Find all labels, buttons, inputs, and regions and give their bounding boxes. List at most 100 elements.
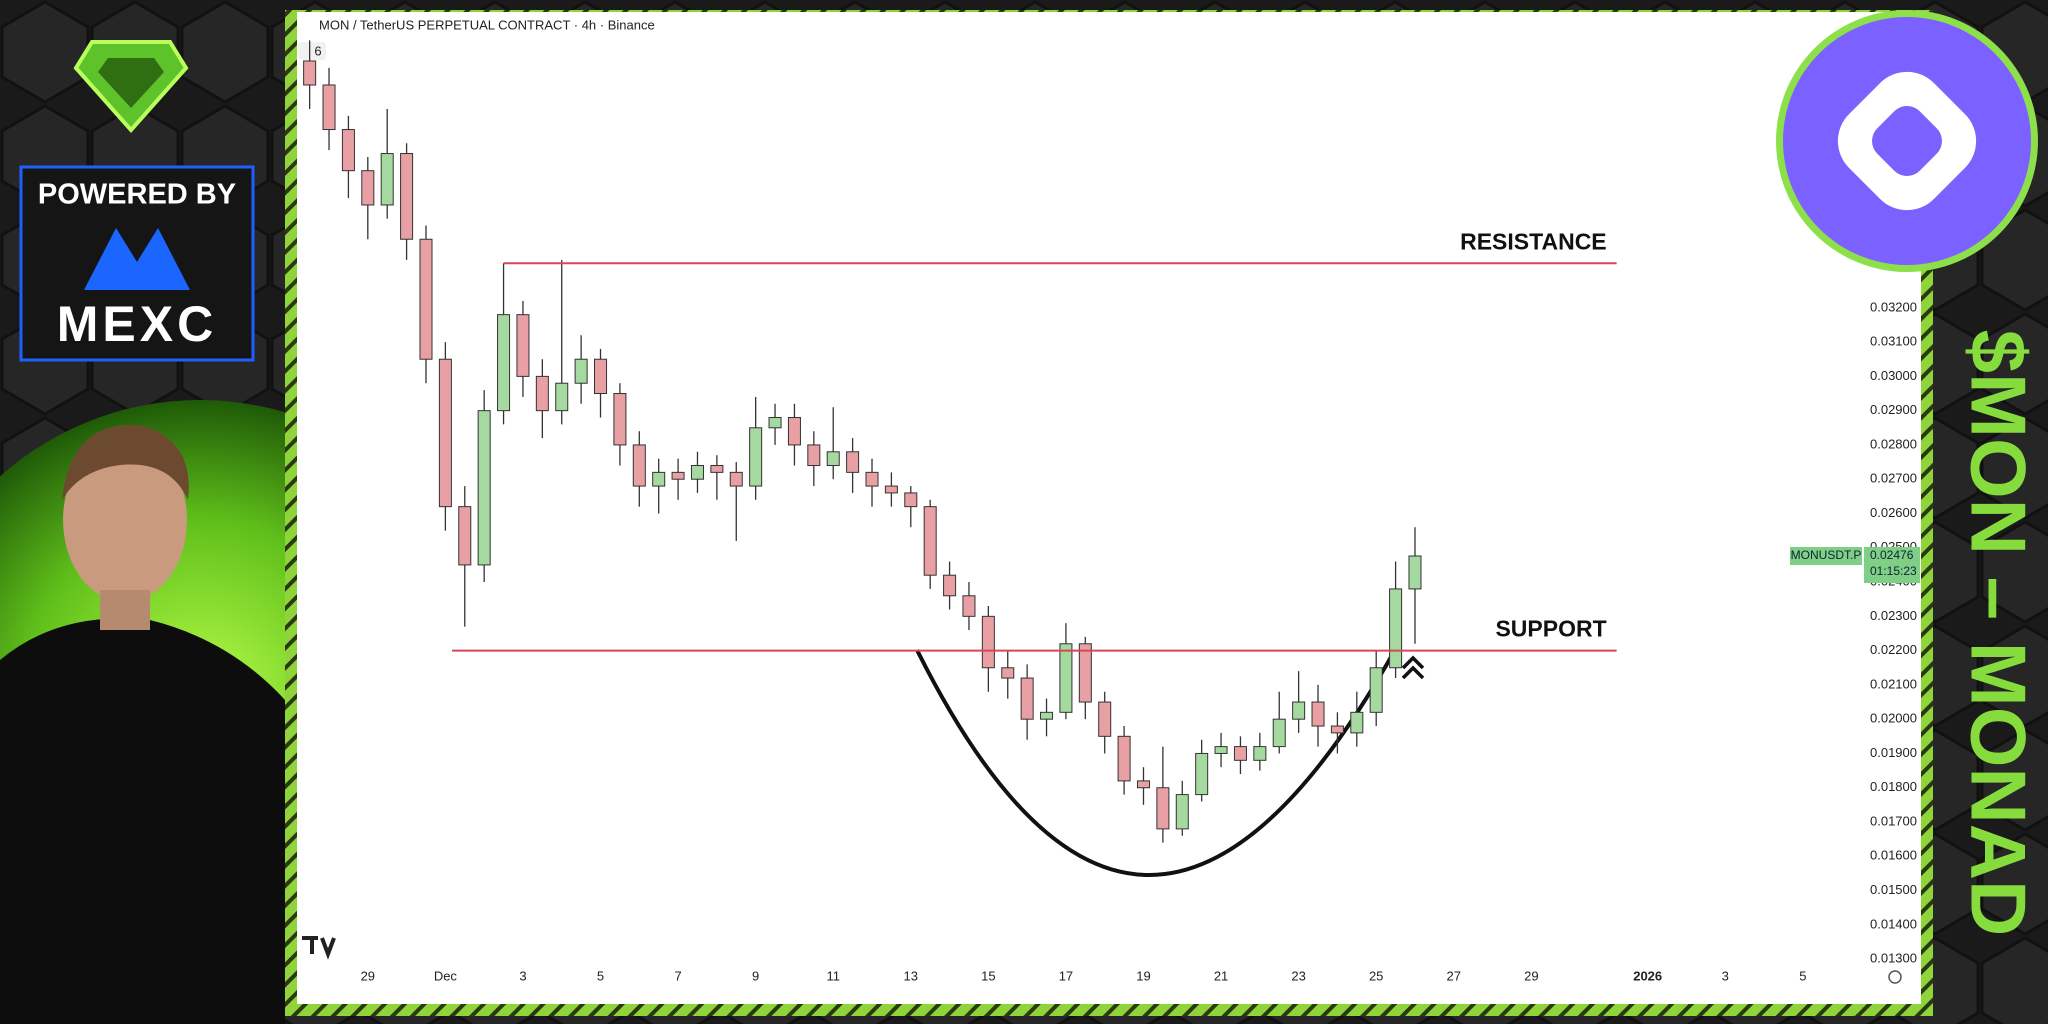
y-tick-label: 0.01300 <box>1870 951 1917 966</box>
candle-body <box>555 382 569 412</box>
breakout-arrow <box>1401 655 1425 680</box>
candle-body <box>1272 718 1286 748</box>
candle-body <box>380 153 394 206</box>
candle-body <box>962 595 976 617</box>
chart-panel <box>297 12 1921 1004</box>
countdown-label: 01:15:23 <box>1870 564 1917 578</box>
y-tick-label: 0.01400 <box>1870 916 1917 931</box>
candle-body <box>865 471 879 487</box>
x-tick-label: 25 <box>1369 968 1383 983</box>
candle-body <box>787 417 801 446</box>
candle-body <box>1078 643 1092 703</box>
plot-area <box>303 40 1422 843</box>
x-tick-label: 19 <box>1136 968 1150 983</box>
y-tick-label: 0.02300 <box>1870 608 1917 623</box>
x-tick-label: 7 <box>674 968 681 983</box>
candle-body <box>1098 701 1112 737</box>
candle-body <box>1040 711 1054 720</box>
y-tick-label: 0.03200 <box>1870 299 1917 314</box>
candle-body <box>826 451 840 467</box>
x-tick-label: 17 <box>1059 968 1073 983</box>
candle-body <box>1156 787 1170 830</box>
candle-body <box>884 485 898 494</box>
y-tick-label: 0.01600 <box>1870 848 1917 863</box>
sponsor-icon <box>84 228 190 290</box>
level-label: RESISTANCE <box>1460 228 1607 254</box>
candle-body <box>322 84 336 131</box>
candle-body <box>303 60 317 86</box>
candle-body <box>1117 735 1131 782</box>
candle-body <box>652 471 666 487</box>
candle-body <box>1214 746 1228 754</box>
headline: $MON – MONAD <box>1954 330 2042 937</box>
indicator-count: 6 <box>314 43 321 58</box>
symbol-label: MONUSDT.P <box>1791 548 1862 562</box>
level-label: SUPPORT <box>1495 616 1606 642</box>
y-tick-label: 0.01700 <box>1870 813 1917 828</box>
x-tick-label: 29 <box>1524 968 1538 983</box>
candle-body <box>516 314 530 377</box>
candle-body <box>846 451 860 473</box>
candle-body <box>943 574 957 597</box>
candle-body <box>477 410 491 566</box>
candle-body <box>497 314 511 412</box>
y-tick-label: 0.02000 <box>1870 711 1917 726</box>
token-logo <box>1776 10 2038 272</box>
candle-body <box>1369 667 1383 713</box>
y-tick-label: 0.02600 <box>1870 505 1917 520</box>
x-tick-label: 27 <box>1447 968 1461 983</box>
candle-body <box>1059 643 1073 713</box>
cup-curve <box>915 649 1397 877</box>
last-price-label: 0.02476 <box>1870 548 1914 562</box>
candle-body <box>1020 677 1034 720</box>
candle-body <box>632 444 646 487</box>
powered-by: POWERED BY <box>38 179 236 211</box>
y-tick-label: 0.02800 <box>1870 436 1917 451</box>
y-tick-label: 0.02200 <box>1870 642 1917 657</box>
candle-body <box>438 358 452 508</box>
x-tick-label: 9 <box>752 968 759 983</box>
candle-body <box>419 238 433 360</box>
price-badge <box>1864 547 1920 584</box>
candle-body <box>671 471 685 480</box>
x-tick-label: 5 <box>1799 968 1806 983</box>
candle-body <box>1389 588 1403 669</box>
symbol-badge <box>1790 547 1862 566</box>
avatar <box>0 424 285 1024</box>
candle-body <box>1136 780 1151 789</box>
candle-body <box>458 506 472 566</box>
x-tick-label: 2026 <box>1633 968 1662 983</box>
x-tick-label: 11 <box>826 968 840 983</box>
settings-icon[interactable] <box>1888 970 1902 984</box>
brand-logo <box>73 40 189 134</box>
indicator-toggle[interactable] <box>298 42 326 60</box>
candle-body <box>981 615 995 669</box>
candle-body <box>710 465 724 473</box>
candle-body <box>1408 555 1422 590</box>
candle-body <box>535 375 549 412</box>
candle-body <box>613 393 627 446</box>
y-tick-label: 0.03100 <box>1870 334 1917 349</box>
candle-body <box>1233 746 1247 761</box>
y-tick-label: 0.01500 <box>1870 882 1917 897</box>
candle-body <box>361 170 375 206</box>
candle-body <box>1350 711 1364 734</box>
x-tick-label: 5 <box>597 968 604 983</box>
candle-body <box>1175 794 1189 830</box>
candle-body <box>594 358 608 395</box>
x-tick-label: 29 <box>361 968 375 983</box>
candle-body <box>1330 725 1344 734</box>
candle-body <box>749 427 763 487</box>
candle-body <box>1311 701 1325 727</box>
y-tick-label: 0.02100 <box>1870 676 1917 691</box>
candle-body <box>1253 746 1267 761</box>
candle-body <box>1292 701 1306 720</box>
candle-body <box>904 492 918 508</box>
x-tick-label: Dec <box>434 968 458 983</box>
candle-body <box>400 153 414 240</box>
chart-title: MON / TetherUS PERPETUAL CONTRACT · 4h ·… <box>319 17 655 32</box>
candle-body <box>729 471 743 487</box>
sponsor-box <box>19 165 255 362</box>
